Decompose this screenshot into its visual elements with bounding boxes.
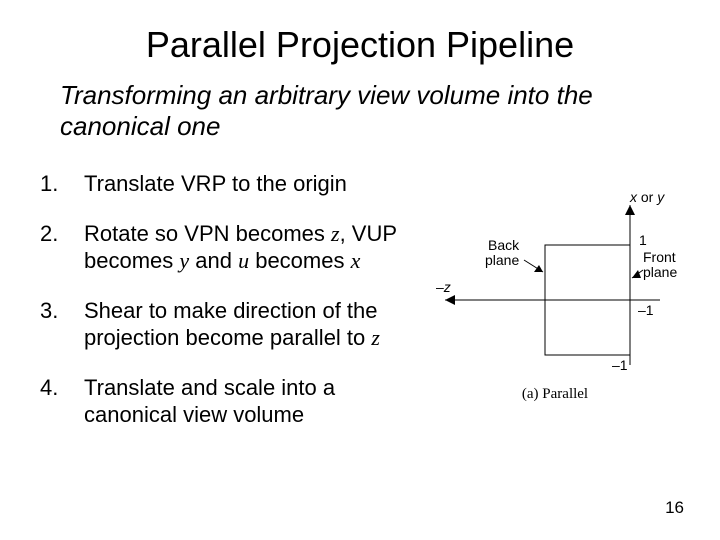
back-plane-label-2: plane [485, 252, 519, 268]
list-text: Translate VRP to the origin [84, 170, 420, 198]
axis-top-label: x or y [629, 190, 665, 205]
slide-subtitle: Transforming an arbitrary view volume in… [60, 80, 680, 142]
front-plane-label: Front [643, 249, 676, 265]
steps-list: 1.Translate VRP to the origin2.Rotate so… [40, 170, 420, 451]
list-text: Rotate so VPN becomes z, VUP becomes y a… [84, 220, 420, 275]
slide: Parallel Projection Pipeline Transformin… [0, 0, 720, 540]
tick-mid: –1 [638, 302, 654, 318]
list-text: Shear to make direction of the projectio… [84, 297, 420, 352]
parallel-diagram: 1 –1 –1 x or y –z Back plane Front plane [430, 190, 680, 380]
list-text: Translate and scale into a canonical vie… [84, 374, 420, 429]
diagram-caption: (a) Parallel [522, 386, 588, 403]
list-item: 4.Translate and scale into a canonical v… [40, 374, 420, 429]
diagram-area: 1 –1 –1 x or y –z Back plane Front plane [430, 170, 680, 403]
page-number: 16 [665, 498, 684, 518]
list-number: 2. [40, 220, 84, 275]
list-number: 4. [40, 374, 84, 429]
slide-title: Parallel Projection Pipeline [40, 24, 680, 66]
list-number: 3. [40, 297, 84, 352]
list-item: 3.Shear to make direction of the project… [40, 297, 420, 352]
back-plane-label: Back [488, 237, 520, 253]
list-item: 2.Rotate so VPN becomes z, VUP becomes y… [40, 220, 420, 275]
axis-left-label: –z [436, 279, 451, 295]
list-item: 1.Translate VRP to the origin [40, 170, 420, 198]
tick-bot: –1 [612, 357, 628, 373]
front-plane-label-2: plane [643, 264, 677, 280]
list-number: 1. [40, 170, 84, 198]
content-row: 1.Translate VRP to the origin2.Rotate so… [40, 170, 680, 451]
tick-top: 1 [639, 232, 647, 248]
